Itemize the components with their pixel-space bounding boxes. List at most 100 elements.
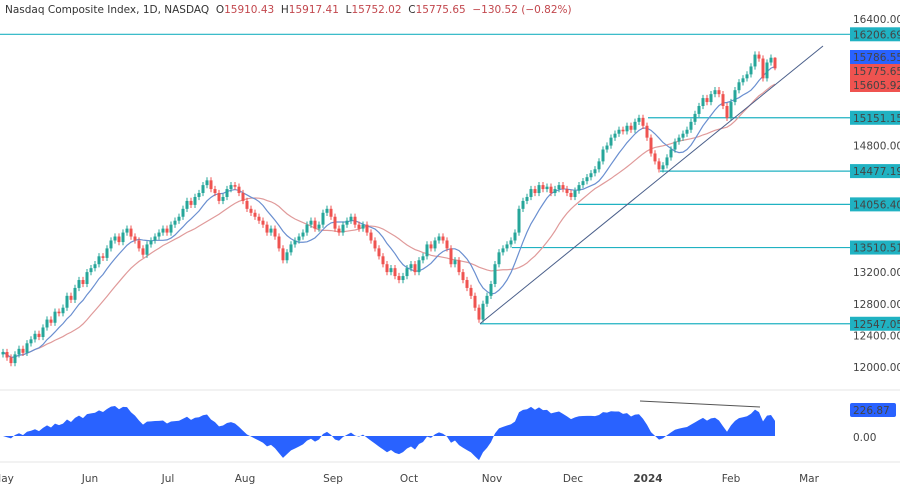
candle-body (413, 264, 417, 273)
candle-body (405, 268, 409, 277)
candle (137, 237, 141, 252)
candle (449, 245, 453, 268)
candle-body (693, 113, 697, 122)
candle (405, 265, 409, 280)
candle-body (241, 193, 245, 201)
x-tick-label: Feb (722, 473, 741, 485)
candle (425, 241, 429, 260)
candle-body (441, 236, 445, 241)
candle-body (601, 149, 605, 162)
candle-body (653, 153, 657, 162)
x-tick-label: Sep (323, 473, 343, 485)
candle-body (633, 121, 637, 130)
candle (613, 130, 617, 141)
candle-body (461, 272, 465, 281)
candle (669, 146, 673, 161)
candle (333, 213, 337, 232)
candle-body (513, 232, 517, 241)
candle (665, 154, 669, 169)
candle-body (77, 280, 81, 288)
candle-body (565, 189, 569, 194)
candle-body (705, 98, 709, 103)
candle (633, 118, 637, 133)
candle (529, 185, 533, 201)
candle (541, 181, 545, 193)
symbol-legend: Nasdaq Composite Index, 1D, NASDAQ O1591… (5, 4, 572, 16)
candle-body (453, 260, 457, 265)
candle (573, 187, 577, 201)
candle-body (17, 348, 21, 355)
candle (533, 185, 537, 197)
candle (509, 237, 513, 248)
y-tick-label: 13200.00 (853, 267, 900, 279)
candle-body (25, 343, 29, 353)
candle-body (233, 185, 237, 187)
candle-body (737, 82, 741, 91)
fast-moving-average-line (2, 66, 776, 359)
candle-body (489, 283, 493, 296)
candle-body (477, 307, 481, 320)
x-tick-label: Nov (482, 473, 503, 485)
candle-body (181, 208, 185, 217)
candle (129, 225, 133, 240)
candle-body (73, 287, 77, 300)
candle (205, 177, 209, 189)
candle (757, 51, 761, 62)
candle (681, 130, 685, 141)
candle-body (553, 189, 557, 194)
candle-body (341, 224, 345, 233)
candle-body (501, 248, 505, 253)
candle-body (89, 268, 93, 273)
candle (45, 316, 49, 331)
x-tick-label: Dec (563, 473, 584, 485)
candle-body (217, 193, 221, 201)
candle (281, 245, 285, 264)
candle-body (13, 354, 17, 364)
level-price-label: 13510.51 (853, 243, 900, 255)
candle-body (721, 94, 725, 107)
candle (689, 118, 693, 133)
candle-body (417, 260, 421, 273)
candle-body (345, 220, 349, 225)
candle (517, 205, 521, 236)
level-price-label: 14056.40 (853, 199, 900, 211)
candle (461, 268, 465, 284)
candle (21, 345, 25, 356)
candle (1, 348, 5, 358)
candle (433, 237, 437, 252)
candle (701, 94, 705, 110)
candle (369, 229, 373, 244)
candle (309, 217, 313, 228)
level-price-label: 14477.19 (853, 166, 900, 178)
candle (729, 98, 733, 122)
candle-body (593, 169, 597, 174)
candle-body (617, 129, 621, 134)
candle-body (529, 189, 533, 197)
candle-body (201, 185, 205, 194)
candle-body (129, 228, 133, 237)
candle (477, 304, 481, 323)
candle (661, 162, 665, 173)
candle (377, 245, 381, 260)
candle-body (753, 54, 757, 67)
candle-body (369, 232, 373, 241)
candle-body (317, 224, 321, 229)
candle-body (749, 66, 753, 75)
candle (77, 276, 81, 292)
candle (581, 177, 585, 189)
candle-body (493, 264, 497, 284)
candle (625, 122, 629, 135)
candle (409, 261, 413, 272)
candle (537, 181, 541, 197)
candle (293, 237, 297, 248)
candle (441, 233, 445, 244)
x-tick-label: May (0, 473, 14, 485)
candle-body (265, 224, 269, 233)
candle-body (657, 161, 661, 170)
candle-body (421, 256, 425, 261)
level-price-tag (850, 316, 900, 331)
candle (421, 253, 425, 264)
candle-body (109, 240, 113, 249)
